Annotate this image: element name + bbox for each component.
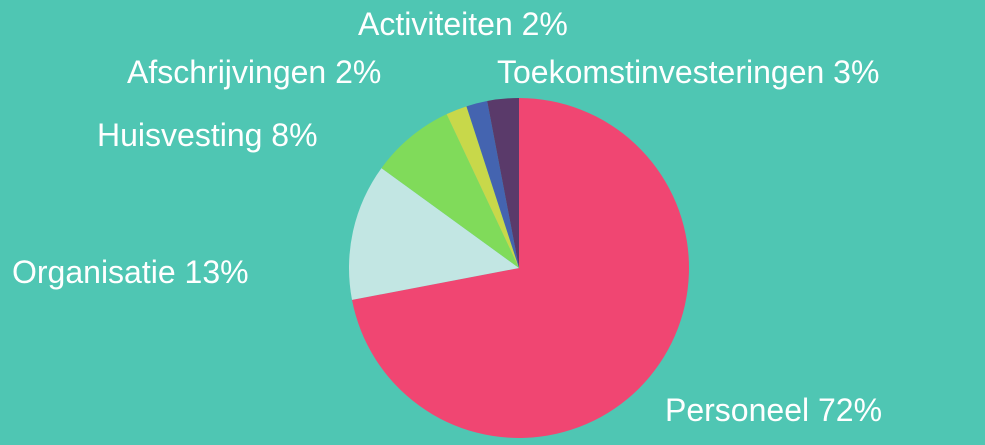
slice-label: Afschrijvingen 2% — [127, 54, 381, 90]
slice-label: Activiteiten 2% — [358, 6, 568, 42]
slice-label: Organisatie 13% — [12, 254, 249, 290]
pie-slice — [381, 114, 519, 268]
value-label: 13% — [185, 254, 249, 290]
slice-label: Toekomstinvesteringen 3% — [497, 54, 879, 90]
category-name: Huisvesting — [97, 117, 262, 153]
category-name: Activiteiten — [358, 6, 513, 42]
slice-label: Personeel 72% — [665, 392, 882, 428]
value-label: 72% — [818, 392, 882, 428]
pie-slice — [349, 168, 519, 300]
value-label: 3% — [833, 54, 879, 90]
pie-slice — [487, 98, 519, 268]
category-name: Personeel — [665, 392, 809, 428]
category-name: Afschrijvingen — [127, 54, 326, 90]
slice-label: Huisvesting 8% — [97, 117, 318, 153]
value-label: 2% — [522, 6, 568, 42]
category-name: Toekomstinvesteringen — [497, 54, 824, 90]
category-name: Organisatie — [12, 254, 176, 290]
value-label: 2% — [335, 54, 381, 90]
pie-slice — [352, 98, 690, 438]
pie-slice — [466, 101, 519, 268]
pie-slice — [446, 106, 519, 268]
value-label: 8% — [271, 117, 317, 153]
